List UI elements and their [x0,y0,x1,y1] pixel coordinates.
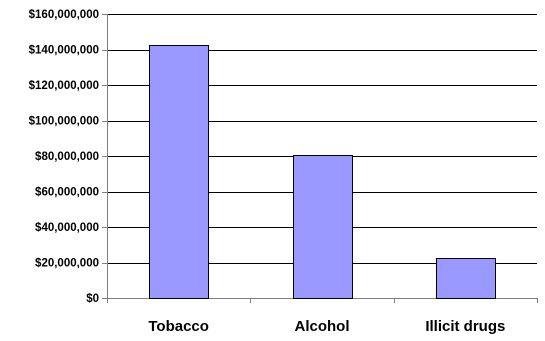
y-tick-label: $80,000,000 [35,151,99,163]
y-tick-label: $20,000,000 [35,258,99,270]
bar-tobacco [149,45,209,299]
y-tick-label: $40,000,000 [35,222,99,234]
y-tick-label: $160,000,000 [29,9,99,21]
bars [149,45,496,299]
x-category-label: Alcohol [295,318,350,335]
x-axis-category-labels: Tobacco Alcohol Illicit drugs [148,318,505,335]
bar-illicit-drugs [436,258,496,299]
x-category-label: Tobacco [148,318,209,335]
bar-alcohol [293,155,353,299]
y-tick-label: $120,000,000 [29,80,99,92]
y-tick-label: $0 [86,293,99,305]
y-tick-label: $60,000,000 [35,187,99,199]
y-tick-label: $140,000,000 [29,45,99,57]
x-category-label: Illicit drugs [425,318,505,335]
y-axis-tick-labels: $0 $20,000,000 $40,000,000 $60,000,000 $80,0… [29,9,99,305]
y-tick-label: $100,000,000 [29,116,99,128]
